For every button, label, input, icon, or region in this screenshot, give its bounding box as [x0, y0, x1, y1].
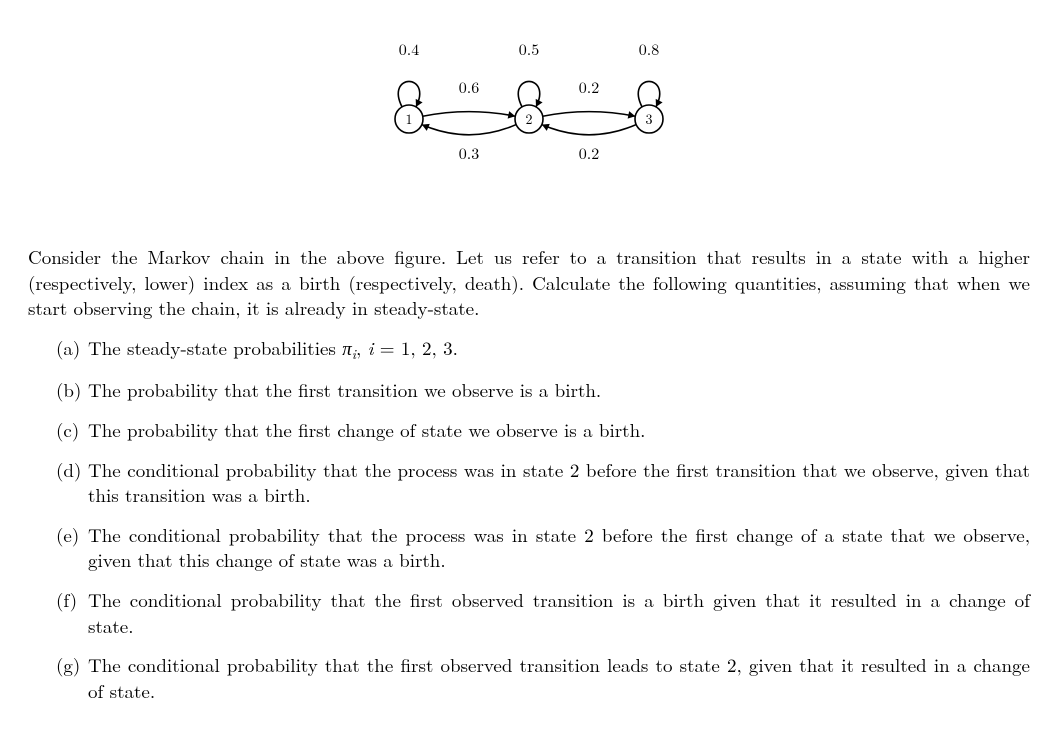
edge-label: 0.2 [579, 75, 599, 98]
self-loop-label: 0.8 [639, 37, 659, 60]
transition-edge [542, 125, 636, 135]
state-node-label: 1 [406, 109, 413, 129]
question-item: The probability that the first change of… [56, 417, 1030, 443]
question-item: The conditional probability that the fir… [56, 587, 1030, 638]
edge-label: 0.3 [459, 141, 479, 164]
state-node-label: 2 [526, 109, 533, 129]
self-loop-label: 0.5 [519, 37, 539, 60]
transition-edge [422, 125, 516, 135]
question-item: The conditional probability that the pro… [56, 457, 1030, 508]
arrowhead-icon [628, 111, 636, 119]
question-item: The probability that the first transitio… [56, 377, 1030, 403]
page: 0.4 0.5 0.8 0.6 0.2 0.3 0.2 1 2 3 Consider the Ma… [0, 0, 1058, 748]
intro-paragraph: Consider the Markov chain in the above f… [28, 244, 1030, 321]
state-node-label: 3 [646, 109, 653, 129]
question-item: The conditional probability that the pro… [56, 522, 1030, 573]
edge-label: 0.2 [579, 141, 599, 164]
edge-label: 0.6 [459, 75, 479, 98]
self-loop-label: 0.4 [399, 37, 419, 60]
markov-chain-diagram: 0.4 0.5 0.8 0.6 0.2 0.3 0.2 1 2 3 [349, 34, 709, 204]
question-item: The conditional probability that the fir… [56, 652, 1030, 703]
question-item: The steady-state probabilities πi, i = 1… [56, 335, 1030, 363]
transition-edge [423, 112, 516, 117]
transition-edge [543, 112, 636, 117]
question-list: The steady-state probabilities πi, i = 1… [28, 335, 1030, 704]
arrowhead-icon [508, 111, 516, 119]
diagram-container: 0.4 0.5 0.8 0.6 0.2 0.3 0.2 1 2 3 [28, 0, 1030, 238]
